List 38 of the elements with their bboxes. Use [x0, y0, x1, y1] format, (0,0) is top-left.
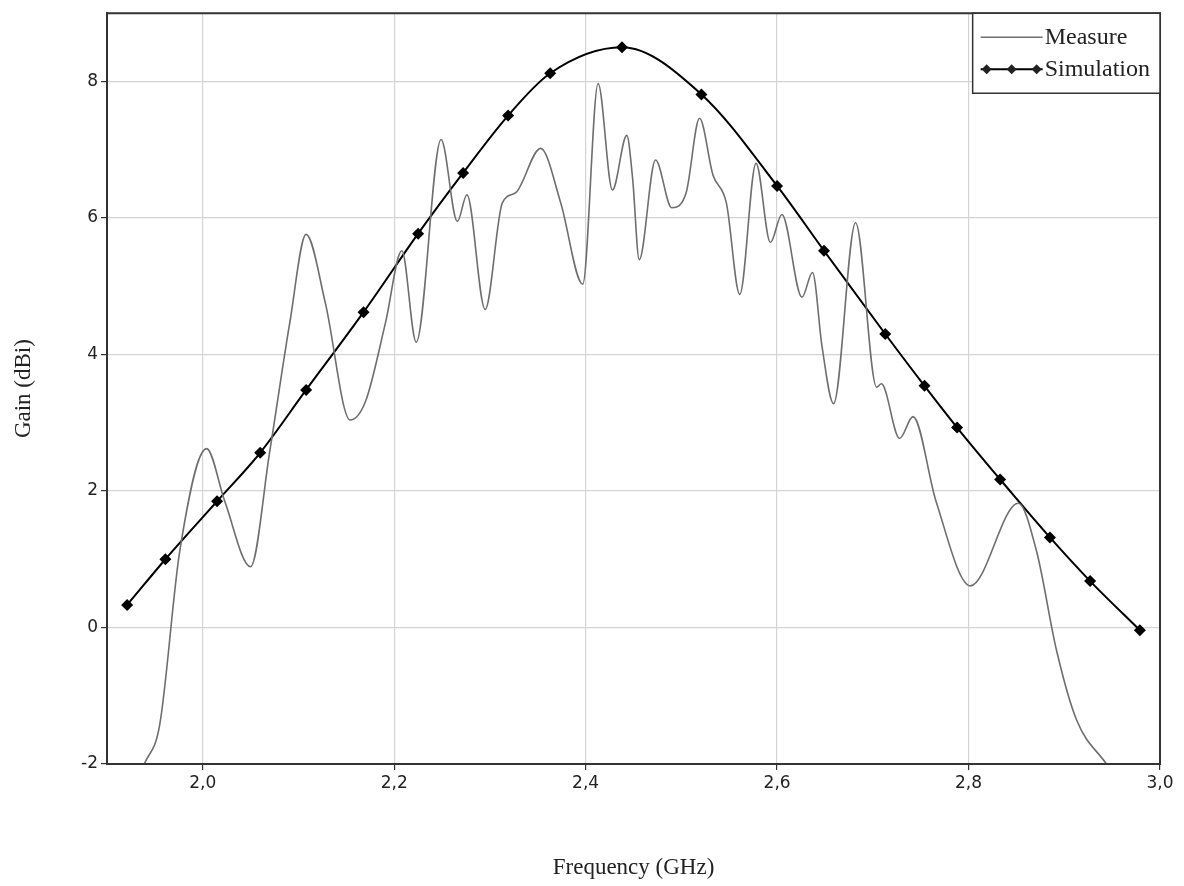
point [211, 495, 224, 508]
x-tick-label: 2,6 [763, 771, 791, 792]
y-tick-label: 6 [87, 206, 98, 227]
x-tick-label: 2,8 [955, 771, 983, 792]
y-tick-label: 8 [87, 69, 98, 90]
point [159, 553, 172, 566]
x-tick-label: 2,4 [572, 771, 600, 792]
line-series [143, 82, 1108, 764]
x-tick-label: 2,2 [380, 771, 408, 792]
y-axis-title: Gain (dBi) [9, 339, 35, 439]
legend-label: Simulation [1044, 55, 1150, 82]
x-tick-label: 3,0 [1146, 771, 1174, 792]
x-axis-title: Frequency (GHz) [552, 854, 715, 880]
point [1133, 624, 1146, 637]
y-tick-label: 0 [87, 615, 98, 636]
point [695, 88, 708, 101]
x-tick-label: 2,0 [189, 771, 217, 792]
point [918, 379, 931, 392]
point [544, 67, 557, 80]
point [1084, 575, 1097, 588]
point [616, 41, 629, 54]
point [412, 227, 425, 240]
point [879, 328, 892, 340]
point [357, 306, 370, 319]
point [771, 179, 784, 192]
point [994, 473, 1007, 486]
point [818, 244, 830, 257]
point [951, 421, 964, 434]
point [300, 383, 313, 396]
y-tick-label: -2 [81, 752, 98, 773]
point [457, 166, 470, 179]
point [1043, 531, 1056, 544]
legend-label: Measure [1044, 23, 1128, 50]
point [502, 109, 515, 122]
point [121, 598, 134, 611]
y-tick-label: 4 [87, 342, 98, 363]
point [254, 446, 267, 459]
y-tick-label: 2 [87, 479, 98, 500]
